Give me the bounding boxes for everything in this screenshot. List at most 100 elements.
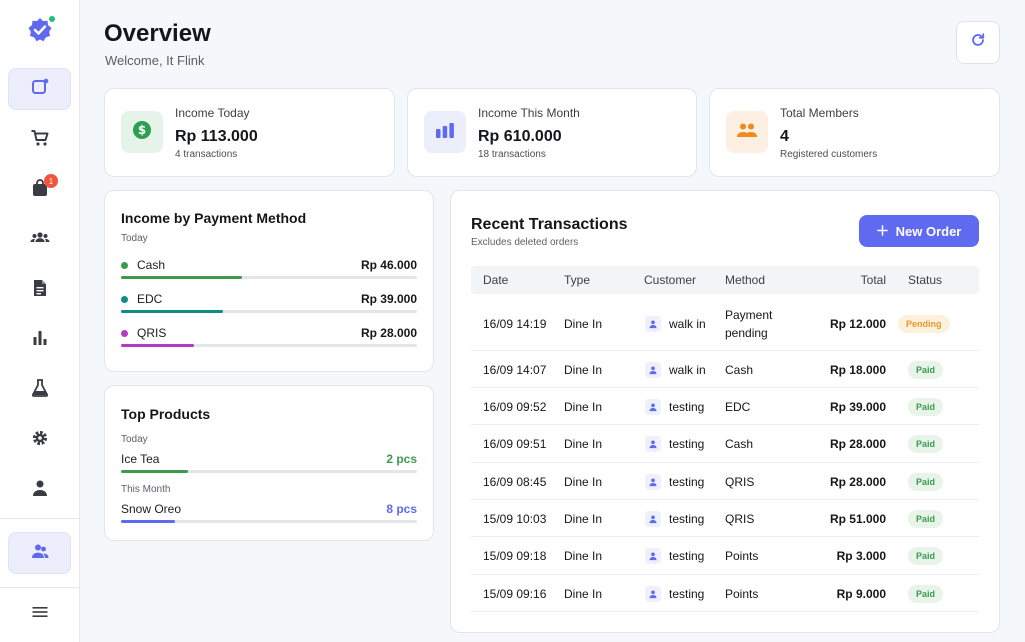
table-row[interactable]: 16/09 14:07 Dine In walk in Cash Rp 18.000 Pa… (471, 351, 979, 388)
stat-value: Rp 610.000 (478, 128, 562, 145)
customer-avatar-icon (645, 436, 661, 452)
verified-badge-logo-icon[interactable] (26, 15, 56, 44)
page-title: Overview (104, 20, 211, 47)
sidebar-item-settings[interactable] (8, 419, 71, 461)
person-icon (30, 478, 50, 503)
stat-label: Total Members (780, 106, 859, 120)
stat-card-total-members: Total Members 4 Registered customers (709, 88, 1000, 177)
cell-date: 15/09 09:16 (483, 587, 547, 601)
cell-method: Payment (725, 308, 773, 322)
legend-dot (121, 330, 128, 337)
sidebar-menu-toggle[interactable] (8, 593, 71, 635)
table-row[interactable]: 16/09 14:19 Dine In walk in Payment pending R… (471, 297, 979, 351)
cell-customer: testing (669, 587, 705, 601)
stat-subtext: 18 transactions (478, 149, 546, 160)
stat-card-income-month: Income This Month Rp 610.000 18 transact… (407, 88, 697, 177)
cell-method-line2: pending (725, 326, 768, 340)
new-order-label: New Order (895, 223, 962, 239)
column-header-date: Date (483, 273, 509, 287)
legend-dot (121, 262, 128, 269)
sidebar-item-reports[interactable] (8, 269, 71, 311)
refresh-icon (969, 31, 987, 54)
document-icon (30, 278, 50, 303)
payment-method-amount: Rp 39.000 (360, 292, 417, 306)
cell-type: Dine In (564, 317, 603, 331)
sidebar-item-cart[interactable] (8, 119, 71, 161)
customer-avatar-icon (645, 548, 661, 564)
cell-customer: testing (669, 437, 705, 451)
panel-subtitle: Excludes deleted orders (471, 237, 579, 248)
product-period: This Month (121, 484, 171, 495)
flask-icon (30, 378, 50, 403)
cell-total: Rp 18.000 (829, 363, 886, 377)
cell-total: Rp 3.000 (836, 549, 886, 563)
cart-icon (30, 128, 50, 153)
sidebar-item-analytics[interactable] (8, 319, 71, 361)
top-product-row: Ice Tea 2 pcs (121, 452, 417, 474)
stat-value: 4 (780, 128, 789, 145)
stat-label: Income Today (175, 106, 250, 120)
payment-method-row: QRIS Rp 28.000 (121, 326, 417, 354)
payment-method-name: QRIS (137, 326, 167, 340)
table-row[interactable]: 15/09 10:03 Dine In testing QRIS Rp 51.000 Pa… (471, 500, 979, 537)
table-row[interactable]: 16/09 08:45 Dine In testing QRIS Rp 28.000 Pa… (471, 463, 979, 500)
sidebar-item-customers[interactable] (8, 219, 71, 261)
progress-track (121, 470, 417, 473)
cell-total: Rp 12.000 (829, 317, 886, 331)
sidebar-item-members[interactable] (8, 532, 71, 574)
stat-icon-bg (424, 111, 466, 153)
status-badge: Paid (908, 547, 944, 565)
sidebar-item-dashboard[interactable] (8, 68, 71, 110)
payment-method-row: Cash Rp 46.000 (121, 258, 417, 286)
stat-value: Rp 113.000 (175, 128, 258, 145)
product-qty: 8 pcs (386, 502, 417, 516)
cell-customer: walk in (669, 363, 706, 377)
cell-date: 16/09 14:19 (483, 317, 547, 331)
cell-customer: testing (669, 549, 705, 563)
new-order-button[interactable]: New Order (859, 215, 979, 247)
bar-chart-icon (434, 120, 456, 145)
welcome-text: Welcome, It Flink (105, 53, 205, 68)
sidebar-item-lab[interactable] (8, 369, 71, 411)
progress-fill (121, 276, 243, 279)
product-name: Snow Oreo (121, 502, 182, 516)
table-row[interactable]: 15/09 09:18 Dine In testing Points Rp 3.000 P… (471, 537, 979, 575)
payment-method-name: EDC (137, 292, 163, 306)
sidebar-divider (0, 518, 80, 519)
table-row[interactable]: 16/09 09:52 Dine In testing EDC Rp 39.000 Pai… (471, 388, 979, 425)
table-row[interactable]: 16/09 09:51 Dine In testing Cash Rp 28.000 Pa… (471, 425, 979, 463)
cell-customer: testing (669, 400, 705, 414)
cell-method: QRIS (725, 475, 755, 489)
progress-fill (121, 310, 224, 313)
cell-total: Rp 28.000 (829, 437, 886, 451)
cell-date: 15/09 09:18 (483, 549, 547, 563)
orders-badge: 1 (44, 174, 58, 188)
customer-avatar-icon (645, 586, 661, 602)
progress-track (121, 344, 417, 347)
cell-type: Dine In (564, 512, 603, 526)
group-icon (30, 228, 50, 253)
progress-fill (121, 344, 195, 347)
sidebar-item-orders[interactable]: 1 (8, 169, 71, 211)
refresh-button[interactable] (956, 21, 1000, 64)
progress-fill (121, 470, 188, 473)
column-header-status: Status (908, 273, 943, 287)
table-row[interactable]: 15/09 09:16 Dine In testing Points Rp 9.000 P… (471, 575, 979, 612)
cell-method: QRIS (725, 512, 755, 526)
cell-total: Rp 39.000 (829, 400, 886, 414)
cell-method: Cash (725, 437, 754, 451)
payment-method-amount: Rp 28.000 (360, 326, 417, 340)
bag-icon (30, 178, 50, 203)
bar-chart-icon (30, 328, 50, 353)
gear-icon (30, 428, 50, 453)
top-product-row: Snow Oreo 8 pcs (121, 502, 417, 524)
panel-title: Top Products (121, 406, 211, 422)
panel-period: Today (121, 233, 148, 244)
sidebar-item-profile[interactable] (8, 469, 71, 511)
status-badge: Paid (908, 435, 944, 453)
payment-method-amount: Rp 46.000 (360, 258, 417, 272)
customer-avatar-icon (645, 362, 661, 378)
cell-type: Dine In (564, 549, 603, 563)
progress-track (121, 276, 417, 279)
payment-method-row: EDC Rp 39.000 (121, 292, 417, 320)
